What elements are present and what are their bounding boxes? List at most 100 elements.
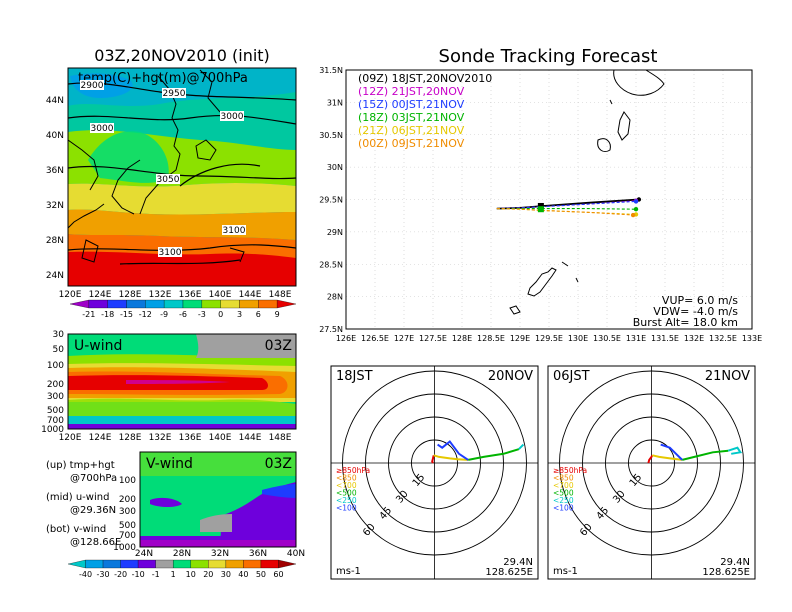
hodograph-date: 20NOV — [488, 369, 533, 384]
contour-label: 2950 — [163, 89, 186, 99]
lat-tick-label: 30N — [327, 163, 343, 172]
uwind-title: U-wind — [74, 338, 122, 354]
track-series — [496, 197, 642, 218]
launch-marker — [537, 206, 544, 213]
colorbar-label: 30 — [221, 570, 231, 579]
tracking-title: Sonde Tracking Forecast — [439, 46, 658, 67]
pressure-tick-label: 1000 — [113, 543, 136, 553]
pressure-tick-label: 300 — [47, 392, 64, 402]
uwind-frame — [67, 333, 297, 430]
level-legend: <250 — [553, 496, 574, 505]
temperature-map — [68, 68, 296, 286]
level-legend: <500 — [553, 489, 574, 498]
lat-tick-label: 28N — [46, 236, 64, 246]
vwind-frame — [139, 451, 297, 548]
pressure-tick-label: 300 — [119, 507, 136, 517]
colorbar-label: -6 — [179, 310, 187, 319]
level-legend: <100 — [336, 504, 357, 513]
track-end-point — [630, 212, 636, 218]
lat-tick-label: 24N — [46, 271, 64, 281]
legend-bot-2: @128.66E — [70, 537, 121, 548]
lat-tick-label: 31.5N — [319, 66, 343, 75]
temp-map-label: temp(C)+hgt(m)@700hPa — [78, 71, 248, 86]
lat-tick-label: 40N — [46, 131, 64, 141]
lon-tick-label: 148E — [269, 433, 292, 443]
tracking-legend: (09Z) 18JST,20NOV2010(12Z) 21JST,20NOV(1… — [358, 72, 492, 150]
hodograph-trace — [433, 454, 469, 461]
lon-tick-label: 132E — [149, 290, 172, 300]
hodograph-trace — [518, 443, 525, 450]
colorbar-swatch — [260, 559, 279, 569]
lon-tick-label: 126E — [336, 334, 356, 343]
lat-tick-label: 24N — [135, 549, 153, 559]
hodograph-lon: 128.625E — [702, 567, 750, 578]
launch-marker — [537, 202, 544, 209]
contour-label-box — [162, 88, 186, 98]
contour-label: 3100 — [223, 226, 246, 236]
pressure-tick-label: 200 — [47, 380, 64, 390]
lat-tick-label: 32N — [211, 549, 229, 559]
lon-tick-label: 132.5E — [709, 334, 737, 343]
legend-mid-1: (mid) u-wind — [46, 492, 109, 503]
contour-label: 3100 — [159, 248, 182, 258]
colorbar-swatch — [277, 299, 297, 309]
colorbar-swatch — [208, 559, 226, 569]
tracking-lon-labels: 126E 126.5E 127E 127.5E 128E 128.5E 129E 129.5E… — [336, 334, 762, 343]
temp-colorbar: -21 -18 -15 -12 -9 -6 -3 0 3 6 9 — [69, 299, 297, 319]
hodograph-time: 18JST — [336, 369, 373, 384]
tracking-frame — [345, 69, 753, 330]
lat-tick-label: 32N — [46, 201, 64, 211]
legend-entry: (09Z) 18JST,20NOV2010 — [358, 72, 492, 85]
hodograph-trace — [727, 446, 743, 455]
lon-tick-label: 127.5E — [419, 334, 447, 343]
lon-tick-label: 120E — [59, 433, 82, 443]
colorbar-label: 6 — [256, 310, 261, 319]
launch-param: VDW= -4.0 m/s — [653, 305, 738, 318]
colorbar-label: 20 — [203, 570, 213, 579]
coastlines — [509, 70, 665, 315]
lon-tick-label: 144E — [239, 290, 262, 300]
hodograph-lon: 128.625E — [485, 567, 533, 578]
hodograph-trace — [431, 455, 435, 464]
lon-tick-label: 124E — [89, 290, 112, 300]
lon-tick-label: 130.5E — [593, 334, 621, 343]
pressure-tick-label: 50 — [53, 345, 65, 355]
lat-tick-label: 30.5N — [319, 131, 343, 140]
colorbar-swatch — [173, 559, 191, 569]
colorbar-swatch — [85, 559, 104, 569]
lon-tick-label: 127E — [394, 334, 414, 343]
level-legend: <500 — [336, 489, 357, 498]
colorbar-swatch — [190, 559, 209, 569]
contour-label-box — [90, 123, 114, 133]
hodograph-trace — [468, 448, 520, 461]
colorbar-label: 60 — [273, 570, 283, 579]
contour-label-box — [222, 225, 246, 235]
colorbar-label: 10 — [186, 570, 196, 579]
colorbar-swatch — [107, 299, 127, 309]
lon-tick-label: 128E — [119, 290, 142, 300]
lon-tick-label: 144E — [239, 433, 262, 443]
hodograph-lat: 29.4N — [720, 557, 750, 568]
lon-tick-label: 132E — [149, 433, 172, 443]
colorbar-label: -9 — [160, 310, 168, 319]
wind-colorbar: -40 -30 -20 -10 -1 1 10 20 30 40 50 60 — [67, 559, 297, 579]
level-legend: <700 — [336, 481, 357, 490]
lat-tick-label: 27.5N — [319, 325, 343, 334]
colorbar-swatch — [126, 299, 146, 309]
temp-map-lon-labels: 120E 124E 128E 132E 136E 140E 144E 148E — [59, 290, 292, 300]
legend-entry: (15Z) 00JST,21NOV — [358, 98, 465, 111]
colorbar-label: 40 — [238, 570, 248, 579]
lon-tick-label: 136E — [179, 433, 202, 443]
lon-tick-label: 140E — [209, 433, 232, 443]
track-line — [496, 198, 639, 210]
uwind-lon-labels: 120E 124E 128E 132E 136E 140E 144E 148E — [59, 433, 292, 443]
colorbar-swatch — [69, 299, 89, 309]
lon-tick-label: 124E — [89, 433, 112, 443]
colorbar-swatch — [164, 299, 184, 309]
lat-tick-label: 29N — [327, 228, 343, 237]
colorbar-swatch — [182, 299, 202, 309]
colorbar-label: -10 — [132, 570, 145, 579]
